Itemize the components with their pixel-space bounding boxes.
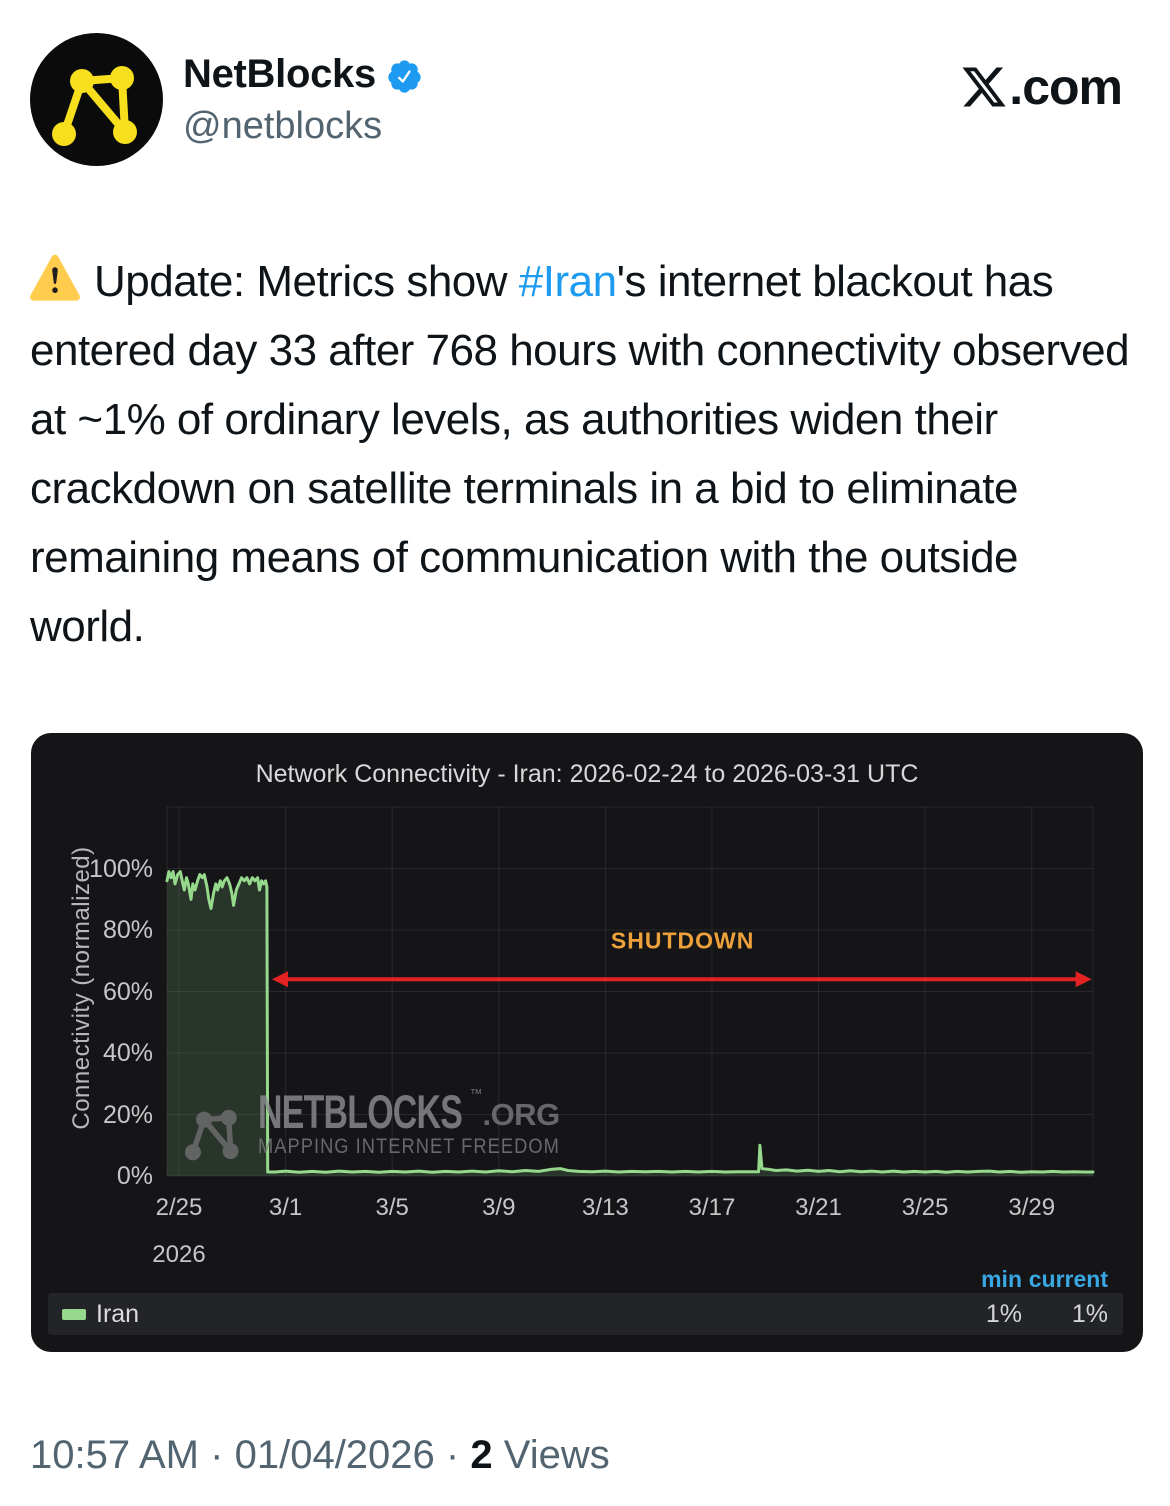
tweet-text: Update: Metrics show #Iran's internet bl… [30,247,1142,661]
x-tick-label: 3/13 [581,1194,629,1221]
x-tick-label: 3/29 [1008,1194,1056,1221]
y-tick-label: 80% [102,916,153,944]
dot-separator: · [210,1433,224,1477]
legend-series-label: Iran [96,1299,140,1328]
legend-header-min: min [981,1266,1022,1292]
legend-swatch [62,1308,86,1320]
svg-text:SHUTDOWN: SHUTDOWN [611,927,754,953]
connectivity-chart-image[interactable]: Network Connectivity - Iran: 2026-02-24 … [31,733,1143,1352]
tweet-prefix: Update: Metrics show [94,257,519,306]
y-tick-label: 40% [102,1039,153,1067]
views-count: 2 [470,1433,493,1477]
site-label: .com [960,58,1123,116]
warning-icon [30,254,80,301]
connectivity-plot: SHUTDOWN [165,806,1095,1177]
x-tick-label: 3/17 [688,1194,736,1221]
legend-row[interactable]: Iran 1% 1% [48,1293,1123,1335]
x-tick-label: 3/21 [795,1194,842,1221]
legend-header: min current [936,1266,1108,1293]
hashtag-iran[interactable]: #Iran [518,257,617,306]
tweet-time: 10:57 AM [30,1433,200,1477]
display-name[interactable]: NetBlocks [183,52,376,96]
legend-min-value: 1% [985,1299,1022,1328]
tweet-timestamp: 10:57 AM · 01/04/2026 · 2 Views [30,1433,610,1478]
tweet-suffix: 's internet blackout has entered day 33 … [30,257,1130,651]
x-axis-year-label: 2026 [152,1241,206,1268]
y-tick-label: 20% [102,1100,153,1129]
x-tick-label: 3/25 [901,1194,949,1221]
y-tick-label: 0% [116,1162,153,1190]
legend-header-current: current [1028,1266,1108,1292]
legend-current-value: 1% [1071,1299,1108,1328]
x-tick-label: 3/1 [268,1194,303,1221]
site-suffix: .com [1009,59,1123,115]
views-label: Views [503,1433,610,1477]
tweet-date: 01/04/2026 [234,1433,435,1477]
user-handle[interactable]: @netblocks [183,105,383,147]
plot-area: SHUTDOWN [165,806,1095,1177]
y-tick-label: 60% [102,977,153,1006]
y-tick-label: 100% [89,854,153,883]
x-tick-label: 2/25 [155,1194,203,1221]
chart-title: Network Connectivity - Iran: 2026-02-24 … [255,760,919,788]
dot-separator: · [445,1433,460,1477]
x-tick-label: 3/5 [375,1194,409,1221]
x-logo-icon [962,67,1006,107]
x-tick-label: 3/9 [482,1194,516,1221]
avatar[interactable] [30,33,163,166]
name-block: NetBlocks @netblocks [183,52,423,148]
netblocks-logo-icon [52,66,137,146]
verified-badge-icon [388,59,421,93]
